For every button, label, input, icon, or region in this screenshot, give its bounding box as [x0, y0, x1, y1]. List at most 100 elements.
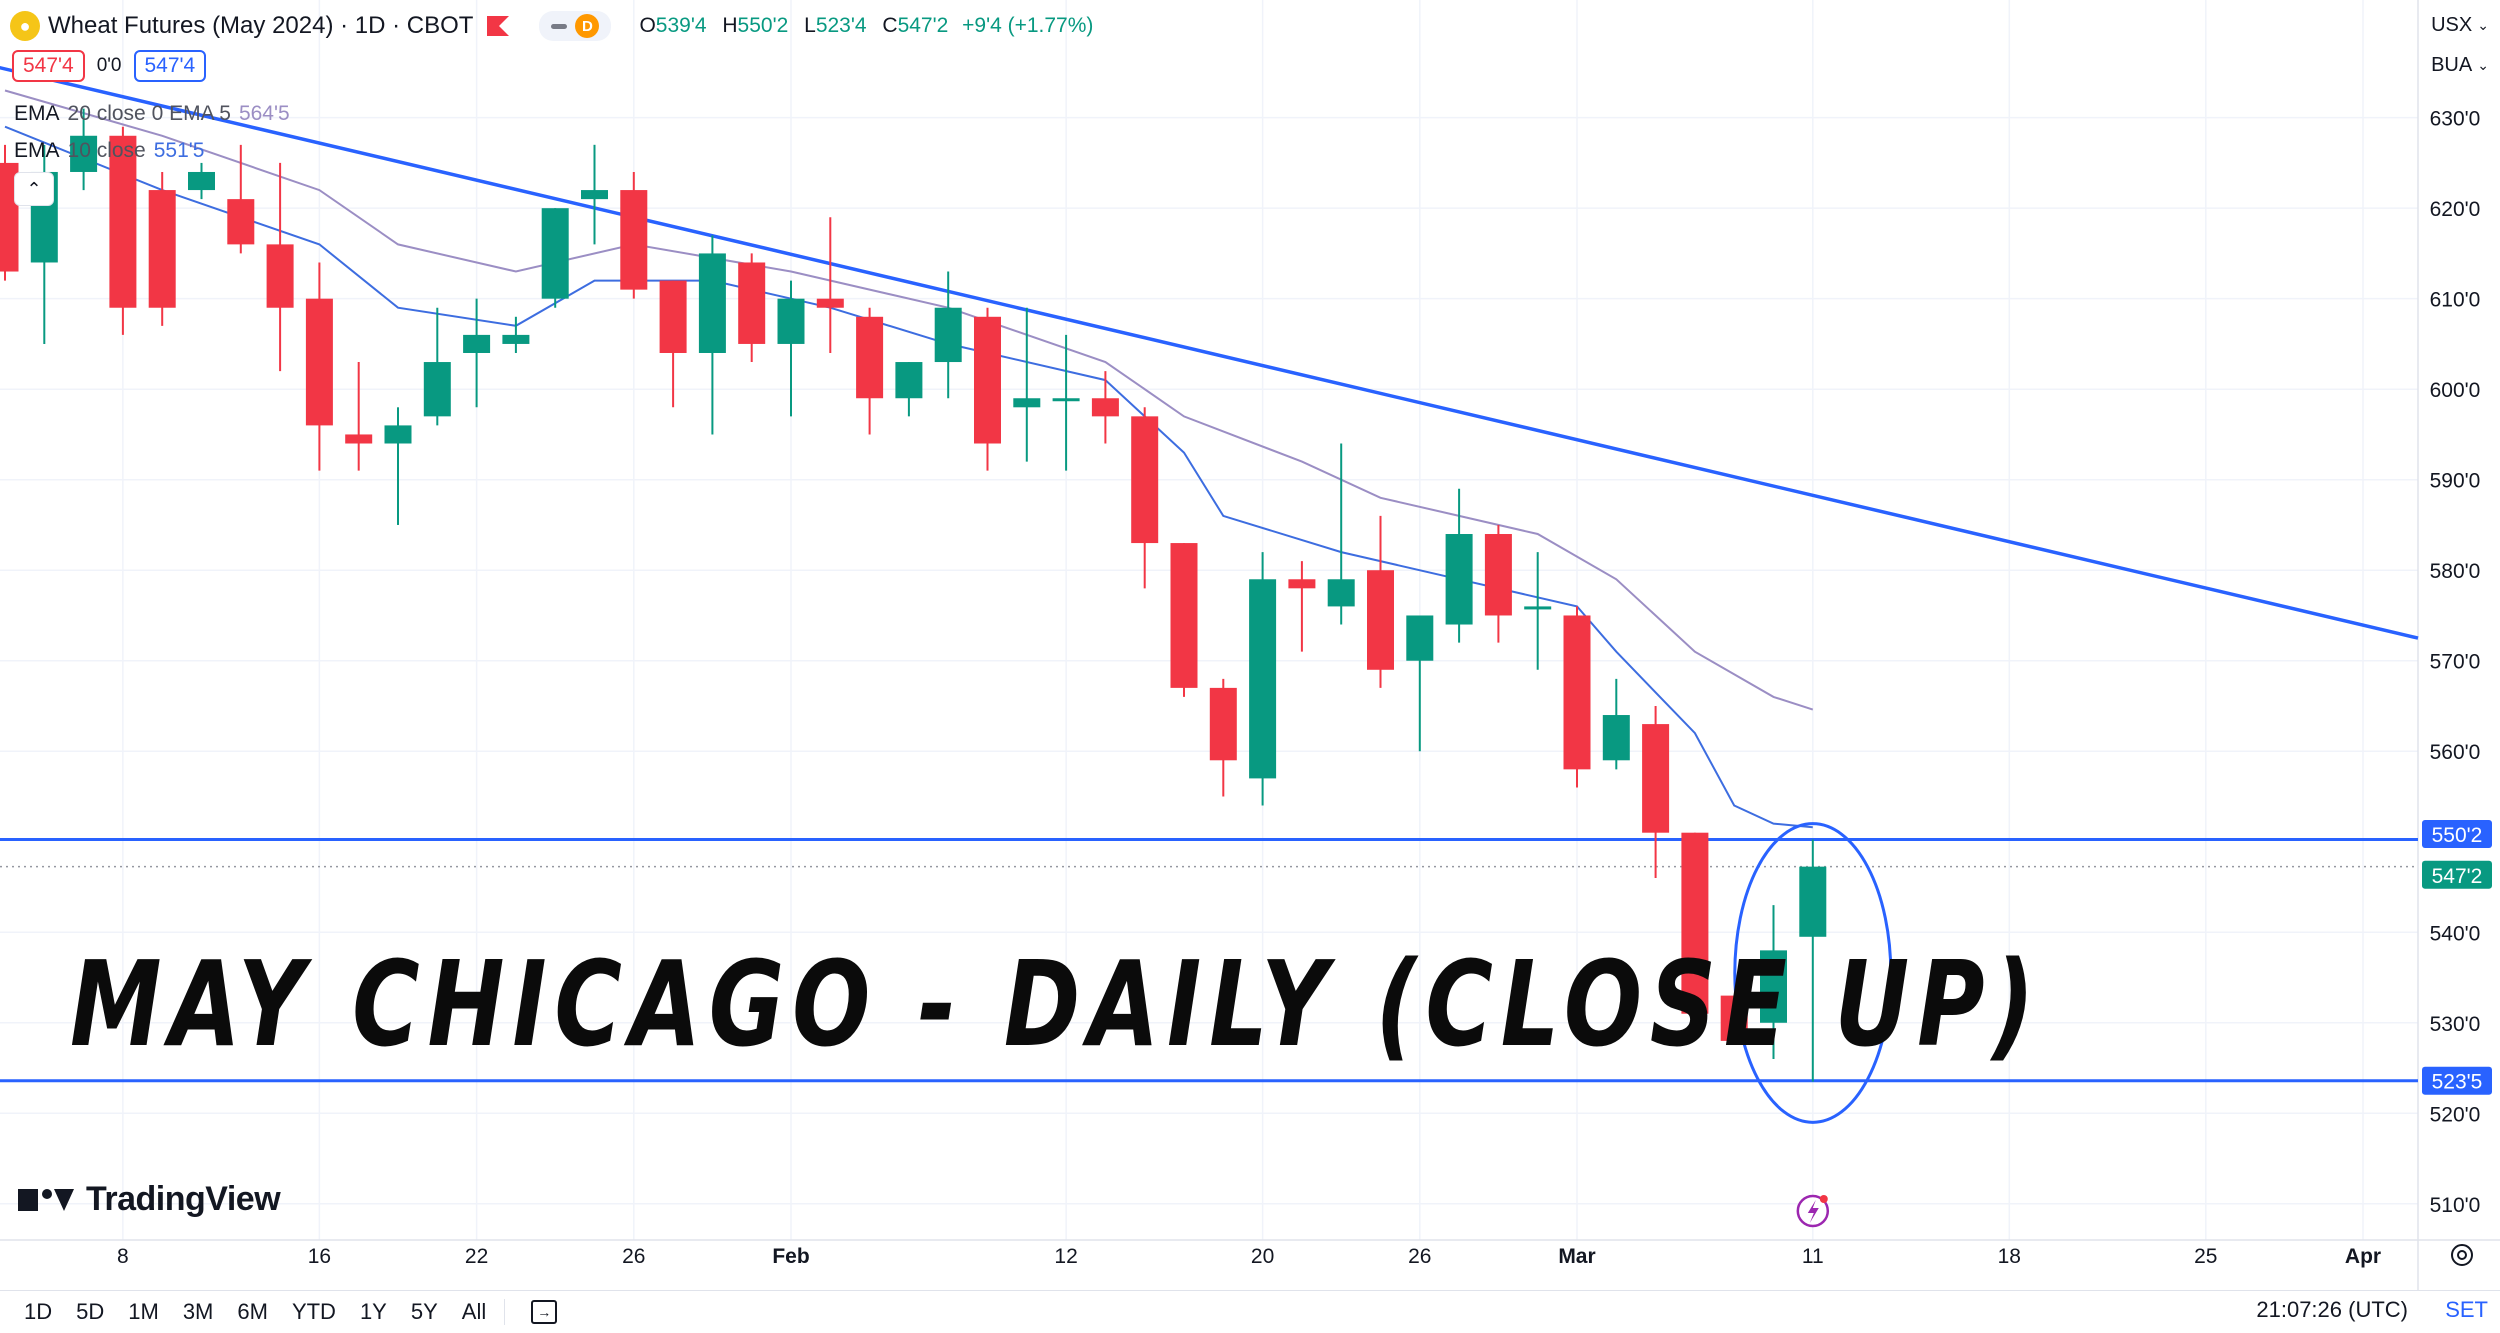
range-all[interactable]: All	[461, 1299, 487, 1324]
price-tick-label: 630'0	[2430, 108, 2481, 131]
candle-body	[1799, 866, 1827, 937]
settings-gear-icon[interactable]	[2451, 1244, 2473, 1266]
collapse-indicators-button[interactable]: ⌃	[14, 172, 54, 206]
indicator-params: 10 close	[67, 139, 146, 162]
candle-body	[109, 135, 137, 308]
open-value: 539'4	[655, 14, 707, 37]
indicator-name: EMA	[14, 102, 60, 125]
candle	[1524, 552, 1552, 670]
candle-body	[1170, 543, 1198, 688]
divider	[504, 1299, 506, 1325]
time-axis: 8 16 22 26 Feb 12 20 26 Mar 11 18 25 Apr	[117, 1194, 2473, 1268]
range-1m[interactable]: 1M	[128, 1299, 159, 1324]
candle-body	[659, 280, 687, 353]
candle-body	[423, 362, 451, 417]
resistance-price-tag-text: 550'2	[2432, 824, 2483, 847]
chevron-down-icon: ⌄	[2477, 56, 2489, 73]
candle-body	[895, 362, 923, 399]
candle-body	[1445, 534, 1473, 625]
time-tick-label: 8	[117, 1245, 129, 1268]
price-tick-label: 510'0	[2430, 1194, 2481, 1217]
flag-icon[interactable]	[487, 16, 510, 36]
candle	[620, 171, 648, 299]
range-5d[interactable]: 5D	[76, 1299, 105, 1324]
indicator-value: 551'5	[153, 139, 205, 162]
candle-body	[974, 316, 1001, 444]
delayed-badge: D	[575, 14, 600, 38]
price-tick-label: 620'0	[2430, 198, 2481, 221]
tradingview-logo[interactable]: TradingView	[18, 1180, 281, 1219]
candle	[738, 253, 766, 363]
sell-price-button[interactable]: 547'4	[12, 50, 85, 82]
resistance-price-tag-bg	[2422, 820, 2492, 849]
candle	[1052, 334, 1080, 471]
candle	[698, 235, 726, 435]
candle-body	[1013, 398, 1041, 408]
candle	[0, 144, 19, 281]
candle	[856, 307, 884, 435]
support-price-tag: 523'5	[2422, 1066, 2492, 1095]
downtrend-line	[0, 65, 2419, 640]
wheat-icon: ●	[10, 11, 40, 41]
time-tick-label: 26	[622, 1245, 645, 1268]
candle-body	[70, 135, 98, 172]
candle	[816, 217, 844, 353]
candle	[1760, 905, 1787, 1059]
price-tick-label: 530'0	[2430, 1013, 2481, 1036]
candle	[1249, 552, 1277, 806]
set-button[interactable]: SET	[2445, 1297, 2488, 1322]
range-ytd[interactable]: YTD	[291, 1299, 336, 1324]
indicator-ema-fast[interactable]: EMA 10 close 551'5	[14, 139, 212, 163]
price-tick-label: 580'0	[2430, 560, 2481, 583]
candle	[305, 262, 333, 471]
price-tick-label: 540'0	[2430, 922, 2481, 945]
candle	[659, 280, 687, 408]
symbol-title[interactable]: Wheat Futures (May 2024) · 1D · CBOT	[48, 12, 474, 39]
candle	[384, 407, 412, 525]
time-tick-label: Apr	[2345, 1245, 2381, 1268]
candle-body	[1524, 606, 1552, 610]
tv-logo-icon	[18, 1188, 74, 1211]
overlay-title: MAY CHICAGO - DAILY (CLOSE UP)	[70, 935, 2043, 1073]
range-3m[interactable]: 3M	[182, 1299, 214, 1324]
ohlc-readout: O539'4 H550'2 L523'4 C547'2 +9'4 (+1.77%…	[639, 14, 1094, 37]
range-1y[interactable]: 1Y	[359, 1299, 387, 1324]
candle	[1209, 678, 1237, 797]
range-6m[interactable]: 6M	[237, 1299, 268, 1324]
currency-menu[interactable]: USX ⌄	[2428, 6, 2492, 44]
gear-hub	[2457, 1250, 2467, 1260]
candle	[70, 108, 98, 191]
candle	[227, 144, 255, 254]
candle-body	[502, 334, 530, 344]
market-status-badge[interactable]: D	[539, 11, 612, 41]
candle-body	[738, 262, 766, 344]
last-price-tag: 547'2	[2422, 860, 2492, 889]
candle	[109, 126, 137, 335]
range-1d[interactable]: 1D	[24, 1299, 53, 1324]
candle	[1484, 524, 1512, 643]
indicator-name: EMA	[14, 139, 60, 162]
candle	[1288, 561, 1316, 652]
ema-10-line	[4, 125, 1813, 829]
indicator-ema-slow[interactable]: EMA 20 close 0 EMA 5 564'5	[14, 102, 298, 126]
candle	[1013, 307, 1041, 462]
utc-clock[interactable]: 21:07:26 (UTC)	[2256, 1297, 2408, 1322]
time-tick-label: 20	[1251, 1245, 1274, 1268]
candle	[1681, 832, 1709, 1032]
chevron-down-icon: ⌄	[2477, 16, 2489, 33]
candle-body	[1484, 534, 1512, 616]
price-labels: 550'2 547'2 523'5	[2422, 820, 2492, 1095]
indicator-params: 20 close 0 EMA 5	[67, 102, 231, 125]
ema-lines	[4, 89, 1814, 829]
candle	[502, 316, 530, 353]
unit-menu[interactable]: BUA ⌄	[2428, 46, 2492, 84]
range-5y[interactable]: 5Y	[410, 1299, 438, 1324]
candle	[345, 362, 373, 471]
indicator-value: 564'5	[238, 102, 290, 125]
event-lightning-icon	[1796, 1194, 1830, 1228]
buy-price-button[interactable]: 547'4	[133, 50, 207, 82]
candle	[1445, 488, 1473, 643]
date-range-icon[interactable]: →	[531, 1300, 558, 1324]
last-price-tag-text: 547'2	[2432, 865, 2483, 888]
